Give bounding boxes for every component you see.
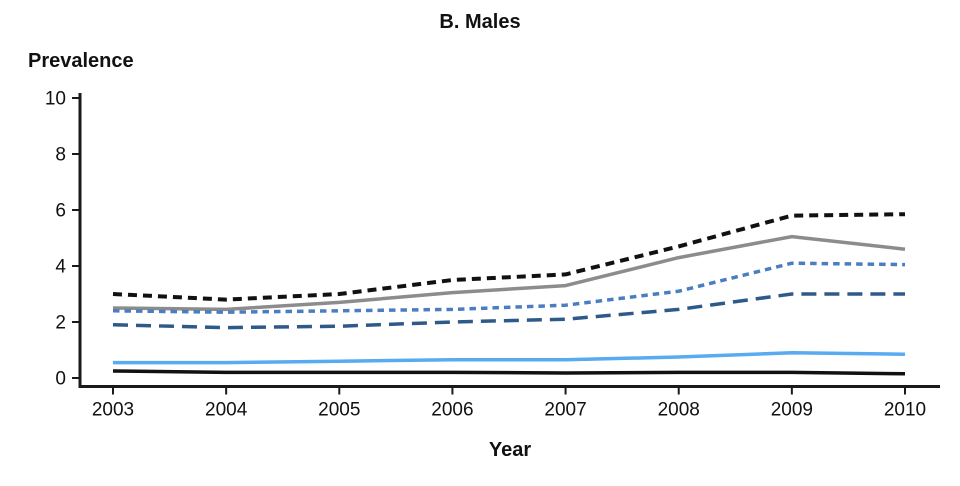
series-line-dark-blue-long-dashed — [112, 292, 905, 330]
x-tick-label: 2010 — [884, 400, 926, 421]
series-line-gray-solid — [112, 234, 906, 312]
series-line-medium-blue-dotted — [112, 261, 906, 314]
x-tick-label: 2008 — [658, 400, 700, 421]
y-tick-label: 4 — [55, 257, 66, 278]
y-tick-label: 0 — [55, 369, 66, 390]
x-axis-title: Year — [488, 439, 532, 461]
x-tick-label: 2007 — [544, 400, 586, 421]
y-tick-label: 2 — [55, 313, 66, 334]
y-tick-label: 6 — [55, 201, 66, 222]
y-axis-title: Prevalence — [28, 50, 134, 72]
x-tick-label: 2009 — [771, 400, 813, 421]
y-tick-label: 8 — [55, 145, 66, 166]
chart-title: B. Males — [439, 11, 521, 33]
series-line-light-blue-solid — [113, 351, 906, 365]
x-tick-label: 2006 — [431, 400, 473, 421]
series-line-black-solid — [112, 369, 906, 376]
y-tick-label: 10 — [45, 89, 66, 110]
x-tick-label: 2004 — [205, 400, 248, 421]
x-tick-label: 2005 — [318, 400, 360, 421]
x-tick-label: 2003 — [92, 400, 134, 421]
series-line-black-short-dashed — [112, 212, 906, 302]
